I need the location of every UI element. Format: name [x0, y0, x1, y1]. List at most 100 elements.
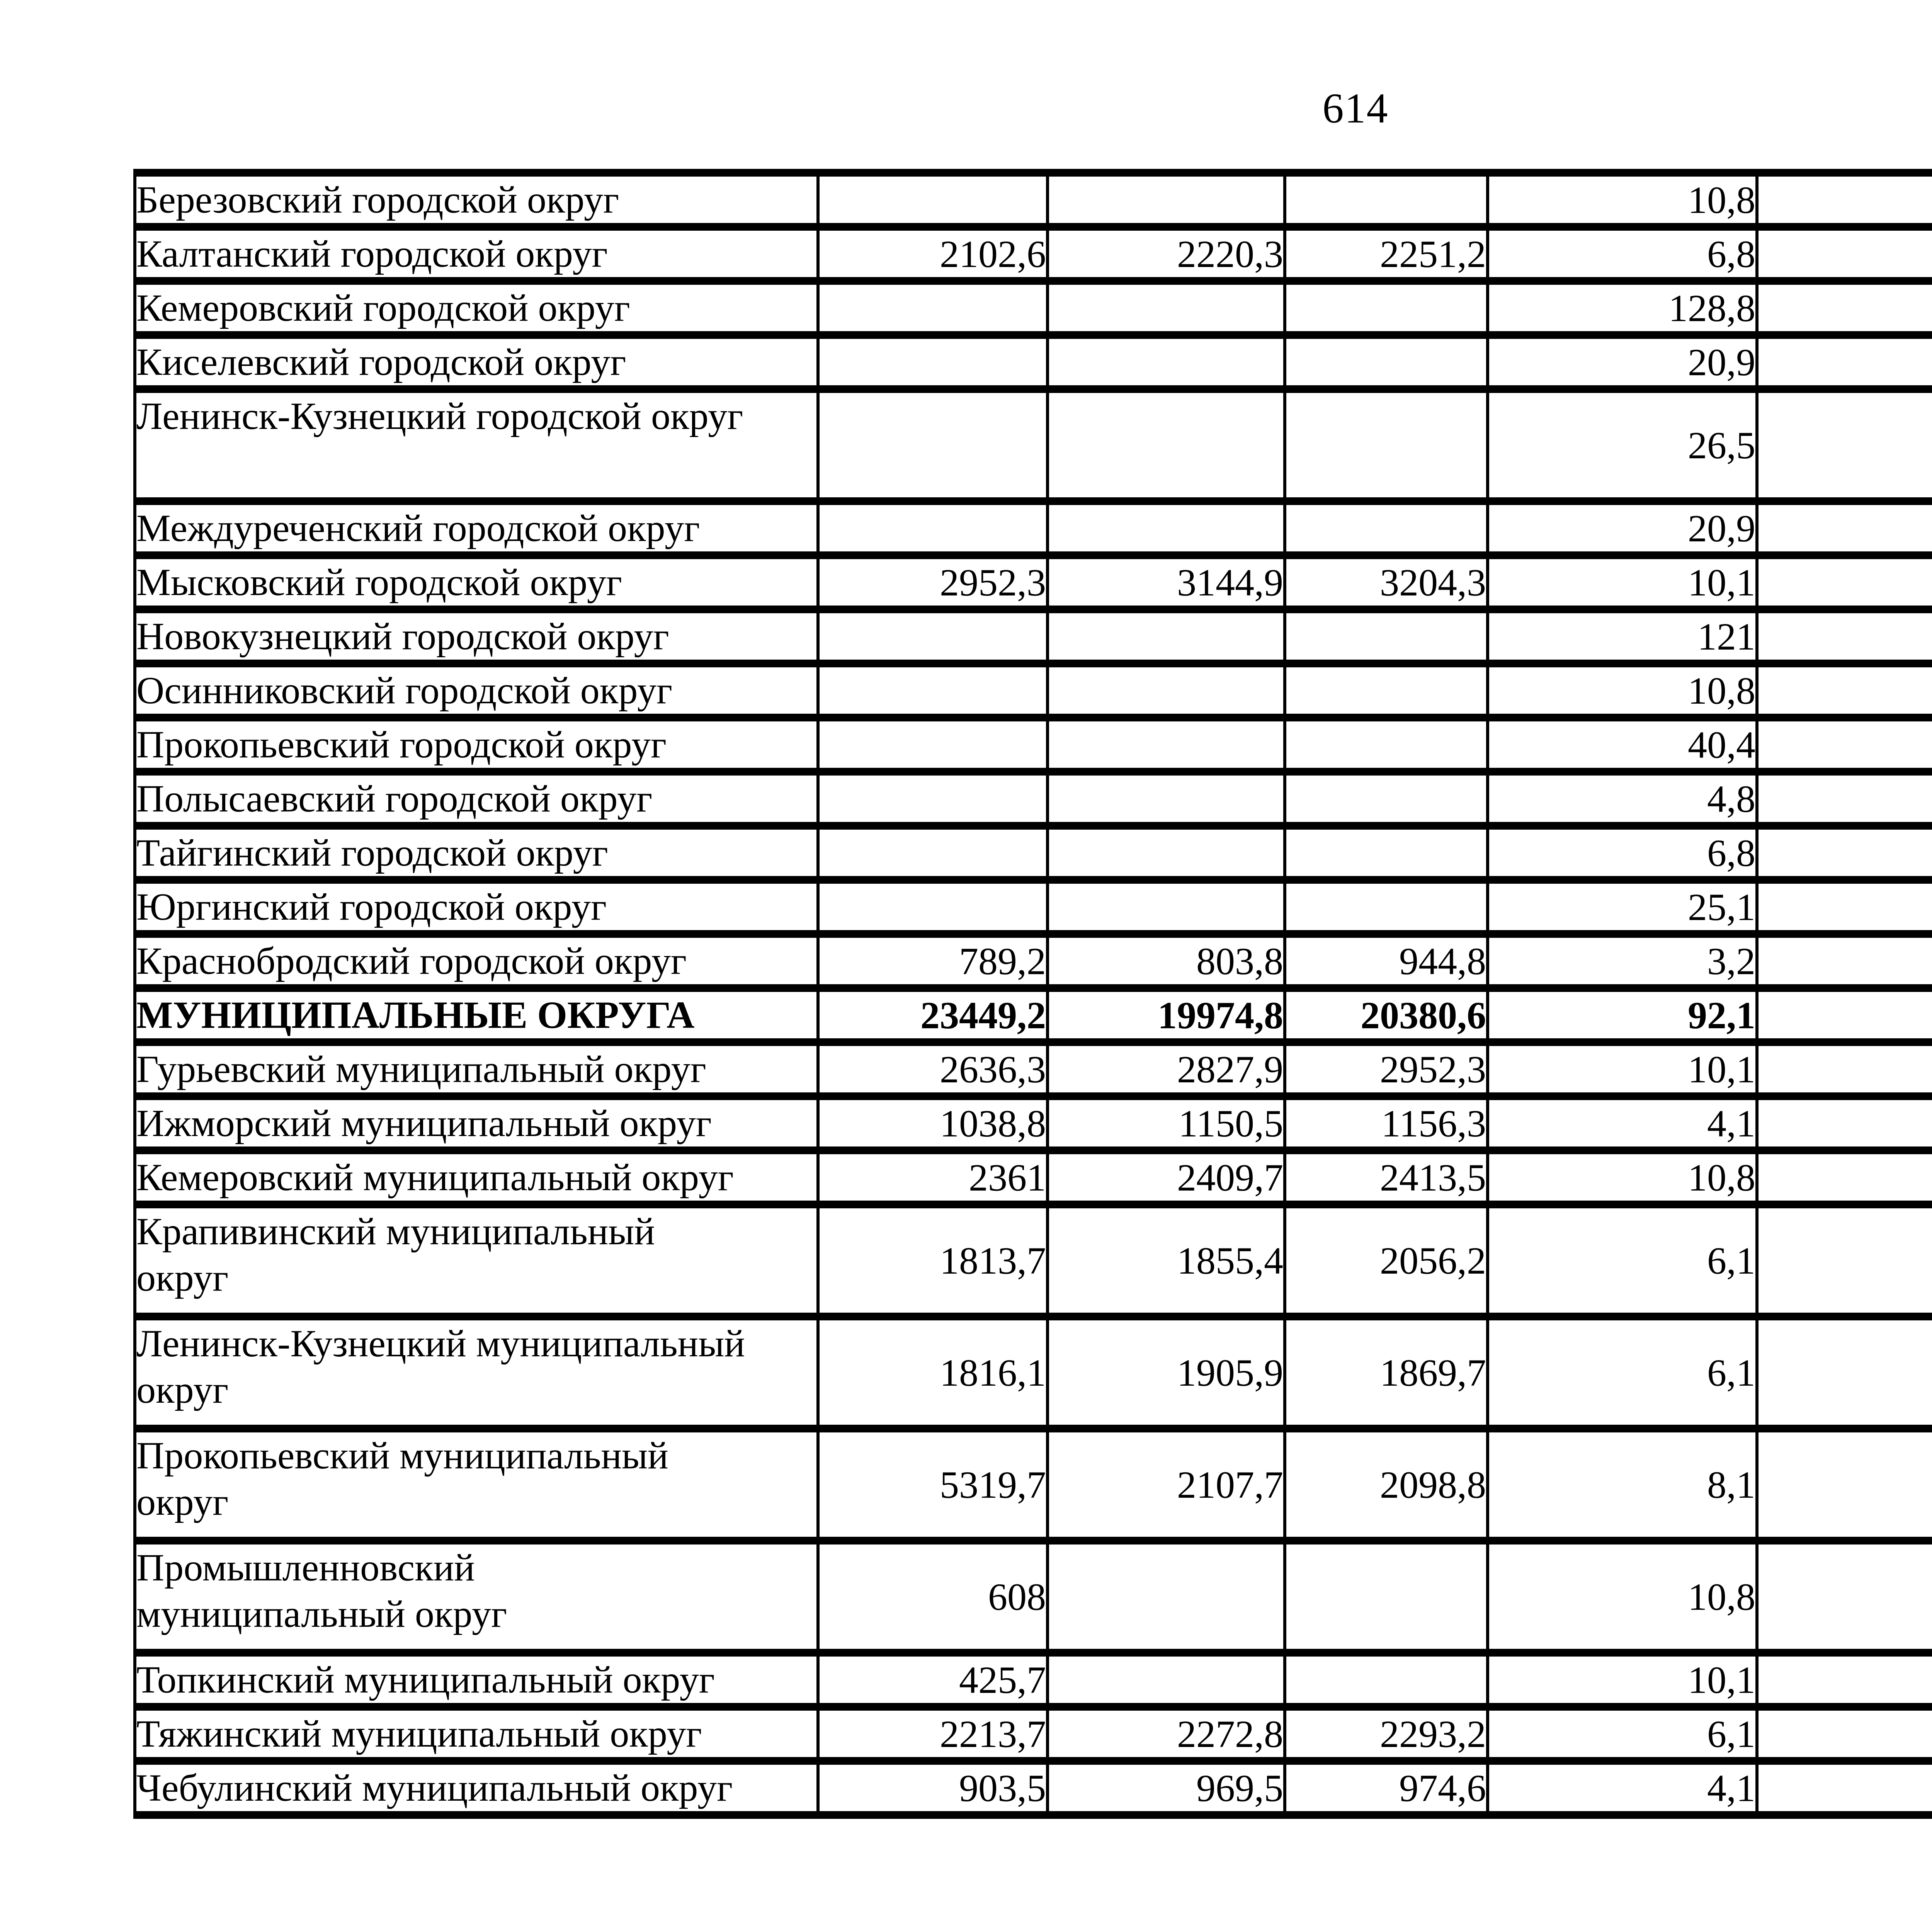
- table-row: Киселевский городской округ 20,9 22,4 18…: [133, 331, 1932, 393]
- value-cell: [1283, 660, 1489, 721]
- value-cell: 10,8: [1755, 1038, 1932, 1100]
- value-cell: 19974,8: [1046, 984, 1286, 1046]
- table-row: Гурьевский муниципальный округ 2636,3 28…: [133, 1038, 1932, 1100]
- table-row: Полысаевский городской округ 4,8 5,2 41,…: [133, 768, 1932, 830]
- value-cell: [1046, 606, 1286, 667]
- value-cell: [1046, 660, 1286, 721]
- row-name-cell: Краснобродский городской округ: [133, 930, 820, 992]
- value-cell: 2098,8: [1283, 1425, 1489, 1544]
- table-row: Кемеровский городской округ 128,8 138,1 …: [133, 277, 1932, 339]
- value-cell: [1046, 169, 1286, 231]
- table-row: Прокопьевский городской округ 40,4 43,3 …: [133, 714, 1932, 776]
- value-cell: 1150,5: [1046, 1092, 1286, 1154]
- value-cell: 4,4: [1755, 1757, 1932, 1819]
- table-row: Осинниковский городской округ 10,8 11,6 …: [133, 660, 1932, 721]
- value-cell: 10,8: [1486, 1146, 1759, 1208]
- value-cell: 2952,3: [816, 551, 1049, 613]
- table-row: Промышленновский муниципальный округ 608…: [133, 1537, 1932, 1657]
- value-cell: 6,1: [1486, 1703, 1759, 1765]
- value-cell: [1046, 277, 1286, 339]
- value-cell: 5,2: [1755, 768, 1932, 830]
- value-cell: 40,4: [1486, 714, 1759, 776]
- table-row: Кемеровский муниципальный округ 2361 240…: [133, 1146, 1932, 1208]
- value-cell: 425,7: [816, 1649, 1049, 1711]
- value-cell: 903,5: [816, 1757, 1049, 1819]
- table-row: Крапивинский муниципальный округ 1813,7 …: [133, 1201, 1932, 1320]
- table-row: Топкинский муниципальный округ 425,7 10,…: [133, 1649, 1932, 1711]
- value-cell: 43,3: [1755, 714, 1932, 776]
- row-name-cell: Ленинск-Кузнецкий муниципальный округ: [133, 1313, 820, 1432]
- value-cell: [1283, 331, 1489, 393]
- value-cell: 2952,3: [1283, 1038, 1489, 1100]
- value-cell: 803,8: [1046, 930, 1286, 992]
- value-cell: 2220,3: [1046, 223, 1286, 285]
- table-row: Калтанский городской округ 2102,6 2220,3…: [133, 223, 1932, 285]
- value-cell: 789,2: [816, 930, 1049, 992]
- value-cell: 2251,2: [1283, 223, 1489, 285]
- value-cell: [816, 169, 1049, 231]
- value-cell: 2213,7: [816, 1703, 1049, 1765]
- value-cell: [816, 660, 1049, 721]
- row-name-cell: Тайгинский городской округ: [133, 822, 820, 884]
- value-cell: [1046, 822, 1286, 884]
- value-cell: 11,6: [1755, 1537, 1932, 1657]
- value-cell: [1283, 169, 1489, 231]
- row-name-cell: Кемеровский городской округ: [133, 277, 820, 339]
- row-name-cell: Прокопьевский муниципальный округ: [133, 1425, 820, 1544]
- value-cell: 1813,7: [816, 1201, 1049, 1320]
- value-cell: 20,9: [1486, 497, 1759, 559]
- value-cell: 92,1: [1486, 984, 1759, 1046]
- row-name-cell: Полысаевский городской округ: [133, 768, 820, 830]
- value-cell: 11,6: [1755, 169, 1932, 231]
- value-cell: [1046, 1649, 1286, 1711]
- value-cell: 3,2: [1486, 930, 1759, 992]
- value-cell: 10,8: [1486, 169, 1759, 231]
- value-cell: 6,5: [1755, 1313, 1932, 1432]
- value-cell: 20380,6: [1283, 984, 1489, 1046]
- value-cell: 6,8: [1486, 223, 1759, 285]
- table-row: Тяжинский муниципальный округ 2213,7 227…: [133, 1703, 1932, 1765]
- value-cell: 5319,7: [816, 1425, 1049, 1544]
- value-cell: [1283, 876, 1489, 938]
- row-name-cell: Юргинский городской округ: [133, 876, 820, 938]
- value-cell: [816, 822, 1049, 884]
- value-cell: [1283, 277, 1489, 339]
- value-cell: 4,1: [1486, 1757, 1759, 1819]
- table-row: Юргинский городской округ 25,1 26,9 215 …: [133, 876, 1932, 938]
- value-cell: 20,9: [1486, 331, 1759, 393]
- value-cell: [1046, 1537, 1286, 1657]
- table-row: Междуреченский городской округ 20,9 22,4…: [133, 497, 1932, 559]
- value-cell: 2293,2: [1283, 1703, 1489, 1765]
- value-cell: 1816,1: [816, 1313, 1049, 1432]
- table-row: Тайгинский городской округ 6,8 7,3 58,6 …: [133, 822, 1932, 884]
- value-cell: 1855,4: [1046, 1201, 1286, 1320]
- table-row: Ленинск-Кузнецкий городской округ 26,5 2…: [133, 385, 1932, 505]
- value-cell: 2413,5: [1283, 1146, 1489, 1208]
- value-cell: 128,8: [1486, 277, 1759, 339]
- table-row: Чебулинский муниципальный округ 903,5 96…: [133, 1757, 1932, 1819]
- row-name-cell: Мысковский городской округ: [133, 551, 820, 613]
- table-row: Краснобродский городской округ 789,2 803…: [133, 930, 1932, 992]
- value-cell: 1869,7: [1283, 1313, 1489, 1432]
- row-name-cell: Тяжинский муниципальный округ: [133, 1703, 820, 1765]
- value-cell: 4,1: [1486, 1092, 1759, 1154]
- value-cell: 138,1: [1755, 277, 1932, 339]
- row-name-cell: Чебулинский муниципальный округ: [133, 1757, 820, 1819]
- value-cell: [1283, 385, 1489, 505]
- value-cell: 2636,3: [816, 1038, 1049, 1100]
- value-cell: [816, 385, 1049, 505]
- value-cell: 3,4: [1755, 930, 1932, 992]
- value-cell: 2056,2: [1283, 1201, 1489, 1320]
- value-cell: [1046, 331, 1286, 393]
- value-cell: 26,9: [1755, 876, 1932, 938]
- value-cell: 6,8: [1486, 822, 1759, 884]
- value-cell: 1038,8: [816, 1092, 1049, 1154]
- value-cell: 2409,7: [1046, 1146, 1286, 1208]
- value-cell: 8,7: [1755, 1425, 1932, 1544]
- value-cell: 4,8: [1486, 768, 1759, 830]
- table-row: МУНИЦИПАЛЬНЫЕ ОКРУГА 23449,2 19974,8 203…: [133, 984, 1932, 1046]
- value-cell: 121: [1486, 606, 1759, 667]
- value-cell: 1156,3: [1283, 1092, 1489, 1154]
- table-row: Березовский городской округ 10,8 11,6 93…: [133, 169, 1932, 231]
